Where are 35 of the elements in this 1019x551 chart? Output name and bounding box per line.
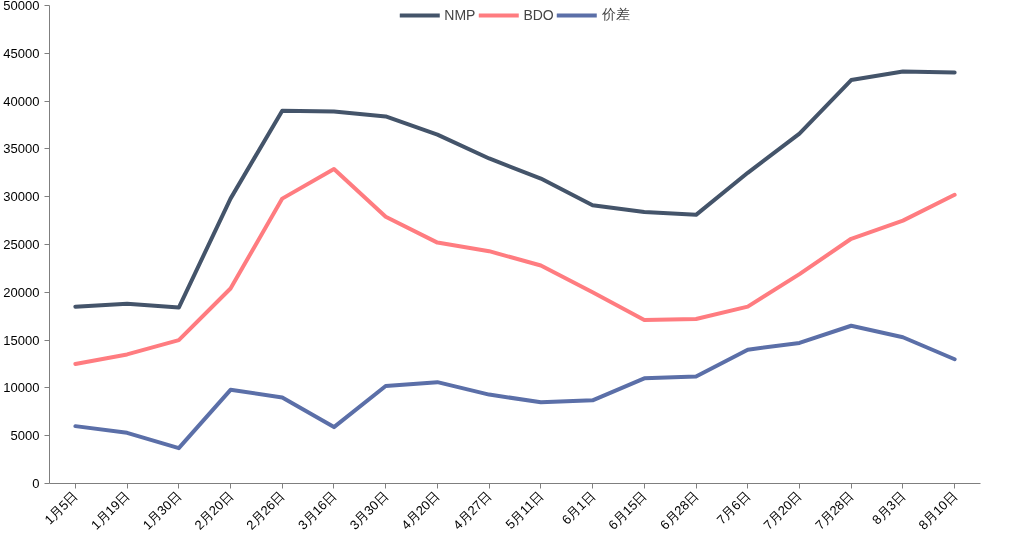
x-tick-label: 6月1日 [558, 488, 598, 528]
y-tick-label: 25000 [3, 237, 40, 252]
x-tick-label: 2月20日 [191, 488, 236, 533]
x-tick-label: 1月19日 [88, 488, 133, 533]
line-series [73, 166, 957, 366]
x-tick-label: 7月20日 [760, 488, 805, 533]
y-tick-label: 40000 [3, 93, 40, 109]
y-tick-label: 30000 [3, 189, 40, 205]
legend-label: NMP [444, 7, 476, 23]
x-tick-label: 4月27日 [450, 488, 495, 533]
x-tick-label: 5月11日 [502, 488, 547, 532]
x-tick-label: 3月16日 [294, 488, 340, 533]
x-tick-label: 2月26日 [243, 488, 288, 533]
x-tick-label: 3月30日 [346, 488, 391, 533]
x-tick-label: 1月30日 [139, 488, 185, 533]
x-tick-label: 1月5日 [41, 488, 81, 528]
x-tick-label: 6月28日 [656, 488, 702, 533]
x-tick-label: 4月20日 [398, 488, 443, 533]
legend-label: BDO [523, 7, 554, 23]
y-tick-label: 10000 [3, 380, 40, 396]
x-tick-label: 8月3日 [868, 488, 909, 528]
line-series [73, 69, 957, 310]
line-series [73, 323, 957, 451]
y-tick-label: 35000 [3, 141, 40, 157]
x-tick-label: 7月6日 [713, 488, 754, 528]
y-tick-label: 5000 [10, 428, 40, 444]
y-tick-label: 45000 [3, 45, 40, 61]
y-tick-label: 0 [32, 476, 40, 491]
x-tick-label: 8月10日 [915, 488, 960, 533]
x-tick-label: 6月15日 [605, 488, 650, 533]
y-tick-label: 20000 [3, 284, 40, 300]
y-tick-label: 50000 [3, 0, 40, 13]
x-tick-label: 7月28日 [812, 488, 857, 533]
y-tick-label: 15000 [3, 332, 40, 348]
legend-label: 价差 [601, 6, 630, 24]
